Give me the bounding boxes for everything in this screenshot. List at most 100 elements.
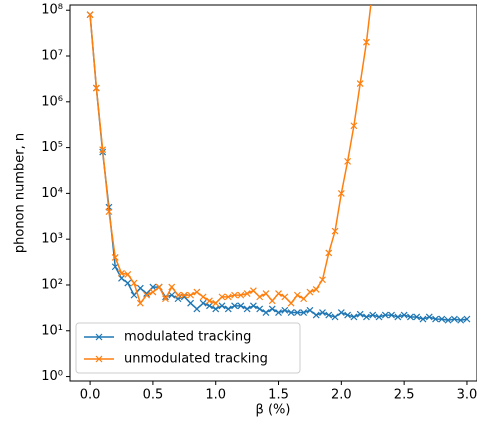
- point-marker: [331, 313, 339, 321]
- point-marker: [281, 293, 289, 301]
- point-marker: [337, 309, 345, 316]
- point-marker: [356, 310, 364, 318]
- point-marker: [312, 311, 320, 319]
- point-marker: [438, 315, 446, 323]
- point-marker: [363, 313, 370, 321]
- x-tick-label: 1.0: [205, 388, 226, 403]
- x-tick-label: 2.0: [331, 388, 352, 403]
- legend-label: modulated tracking: [124, 330, 251, 345]
- point-marker: [124, 270, 132, 278]
- x-tick-label: 1.5: [268, 388, 289, 403]
- point-marker: [450, 315, 458, 323]
- point-marker: [256, 305, 264, 313]
- point-marker: [224, 293, 232, 301]
- legend-marker: [95, 333, 103, 341]
- point-marker: [275, 290, 282, 297]
- point-marker: [193, 305, 201, 313]
- point-marker: [111, 263, 119, 271]
- point-marker: [155, 283, 163, 291]
- point-marker: [344, 157, 352, 165]
- point-marker: [256, 293, 264, 301]
- point-marker: [306, 288, 314, 296]
- point-marker: [312, 285, 320, 293]
- point-marker: [463, 315, 471, 323]
- point-marker: [231, 302, 238, 310]
- point-marker: [394, 313, 402, 321]
- point-marker: [187, 299, 195, 307]
- y-tick-label: 10⁶: [41, 94, 63, 109]
- point-marker: [275, 309, 282, 316]
- point-marker: [199, 299, 207, 307]
- legend-box: [75, 322, 301, 374]
- point-marker: [237, 291, 245, 299]
- point-marker: [149, 288, 157, 296]
- point-marker: [268, 297, 276, 305]
- point-marker: [243, 305, 251, 313]
- point-marker: [162, 295, 169, 303]
- point-marker: [130, 291, 138, 299]
- point-marker: [118, 274, 125, 282]
- point-marker: [432, 315, 439, 323]
- point-marker: [212, 299, 220, 307]
- point-marker: [369, 311, 377, 319]
- point-marker: [199, 293, 207, 301]
- point-marker: [249, 302, 257, 310]
- y-tick-label: 10¹: [41, 323, 63, 338]
- point-marker: [388, 311, 396, 319]
- point-marker: [86, 11, 94, 19]
- plot-area: [86, 5, 471, 324]
- point-marker: [249, 287, 257, 295]
- point-marker: [287, 299, 295, 307]
- point-marker: [111, 253, 119, 261]
- point-marker: [224, 305, 232, 313]
- x-tick-label: 3.0: [457, 388, 477, 403]
- point-marker: [193, 288, 201, 296]
- point-marker: [187, 291, 195, 299]
- point-marker: [206, 297, 213, 305]
- point-marker: [168, 291, 176, 299]
- point-marker: [300, 295, 308, 303]
- point-marker: [281, 306, 289, 314]
- point-marker: [268, 305, 276, 313]
- legend-label: unmodulated tracking: [124, 352, 268, 367]
- y-tick-label: 10⁴: [41, 186, 63, 201]
- point-marker: [262, 309, 270, 316]
- point-marker: [381, 311, 389, 319]
- point-marker: [325, 249, 333, 257]
- point-marker: [206, 302, 213, 310]
- point-marker: [444, 316, 452, 324]
- series-line: [89, 14, 468, 321]
- point-marker: [99, 146, 107, 154]
- x-tick-label: 0.0: [80, 388, 101, 403]
- series-line: [89, 5, 372, 305]
- point-marker: [400, 311, 408, 319]
- y-tick-label: 10⁰: [41, 369, 63, 384]
- legend-marker: [95, 355, 103, 363]
- point-marker: [457, 316, 465, 324]
- x-tick-label: 2.5: [394, 388, 415, 403]
- point-marker: [218, 302, 226, 310]
- y-tick-label: 10⁸: [41, 3, 63, 18]
- point-marker: [262, 290, 270, 297]
- point-marker: [118, 269, 125, 277]
- y-tick-label: 10⁷: [41, 49, 63, 64]
- point-marker: [325, 311, 333, 319]
- point-marker: [212, 305, 220, 313]
- point-marker: [306, 306, 314, 314]
- point-marker: [130, 279, 138, 287]
- point-marker: [92, 84, 100, 92]
- point-marker: [337, 189, 345, 197]
- point-marker: [243, 290, 251, 297]
- point-marker: [413, 313, 421, 321]
- point-marker: [218, 293, 226, 301]
- point-marker: [124, 279, 132, 287]
- point-marker: [331, 227, 339, 235]
- x-axis-label: β (%): [256, 403, 291, 418]
- point-marker: [293, 309, 301, 316]
- point-marker: [319, 309, 326, 316]
- point-marker: [149, 283, 157, 291]
- y-tick-label: 10³: [41, 232, 63, 247]
- y-tick-label: 10⁵: [41, 140, 63, 155]
- point-marker: [363, 38, 370, 46]
